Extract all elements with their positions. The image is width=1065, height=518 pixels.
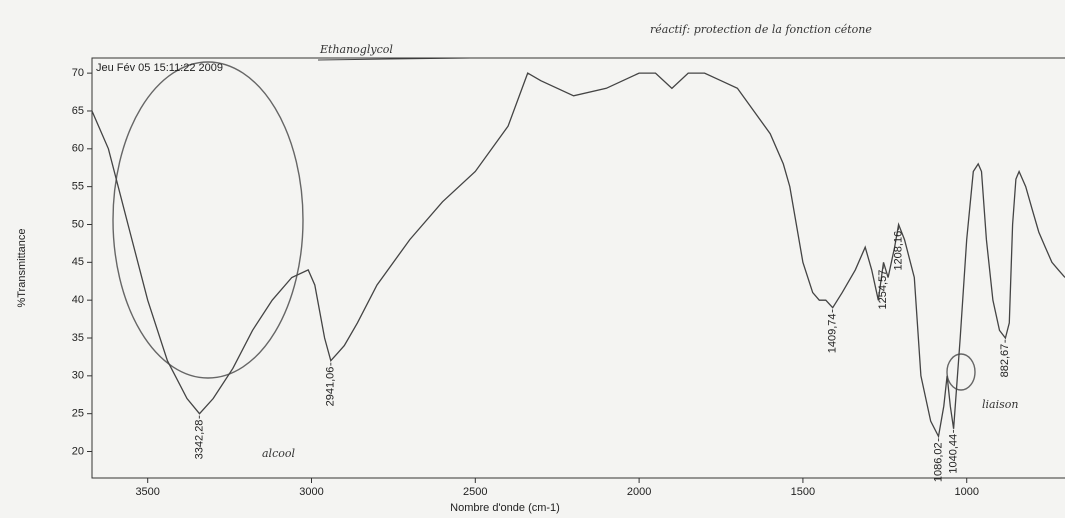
y-tick-label: 70 [72, 67, 84, 79]
x-axis-title: Nombre d'onde (cm-1) [450, 502, 560, 514]
peak-label: 1254,57 [877, 270, 889, 310]
y-tick-label: 35 [72, 332, 84, 344]
peak-label: 3342,28 [193, 420, 205, 460]
x-tick-label: 2500 [463, 486, 487, 498]
x-tick-label: 1000 [954, 486, 978, 498]
y-tick-label: 25 [72, 408, 84, 420]
y-tick-label: 45 [72, 256, 84, 268]
y-tick-label: 60 [72, 143, 84, 155]
page: {"chart_data": {"type": "line", "title":… [0, 0, 1065, 518]
peak-label: 1409,74 [826, 313, 838, 353]
peak-label: 2941,06 [325, 367, 337, 407]
y-tick-label: 50 [72, 218, 84, 230]
handwritten-alcohol: alcool [262, 447, 295, 460]
y-tick-label: 55 [72, 181, 84, 193]
y-tick-label: 20 [72, 445, 84, 457]
x-tick-label: 1500 [791, 486, 815, 498]
handwritten-header: réactif: protection de la fonction céton… [650, 23, 872, 36]
x-tick-label: 3000 [299, 486, 323, 498]
background [0, 0, 1065, 518]
y-tick-label: 30 [72, 370, 84, 382]
peak-label: 1086,02 [932, 442, 944, 482]
y-axis-title: %Transmittance [16, 228, 28, 307]
handwritten-compound: Ethanoglycol [319, 43, 393, 56]
x-tick-label: 2000 [627, 486, 651, 498]
peak-label: 1208,16 [892, 231, 904, 271]
y-tick-label: 40 [72, 294, 84, 306]
handwritten-bond: liaison [982, 398, 1018, 411]
x-tick-label: 3500 [135, 486, 159, 498]
peak-label: 882,67 [999, 344, 1011, 378]
chart-title: Jeu Fév 05 15:11:22 2009 [96, 62, 223, 74]
y-tick-label: 65 [72, 105, 84, 117]
chart: réactif: protection de la fonction céton… [0, 0, 1065, 518]
peak-label: 1040,44 [947, 434, 959, 474]
